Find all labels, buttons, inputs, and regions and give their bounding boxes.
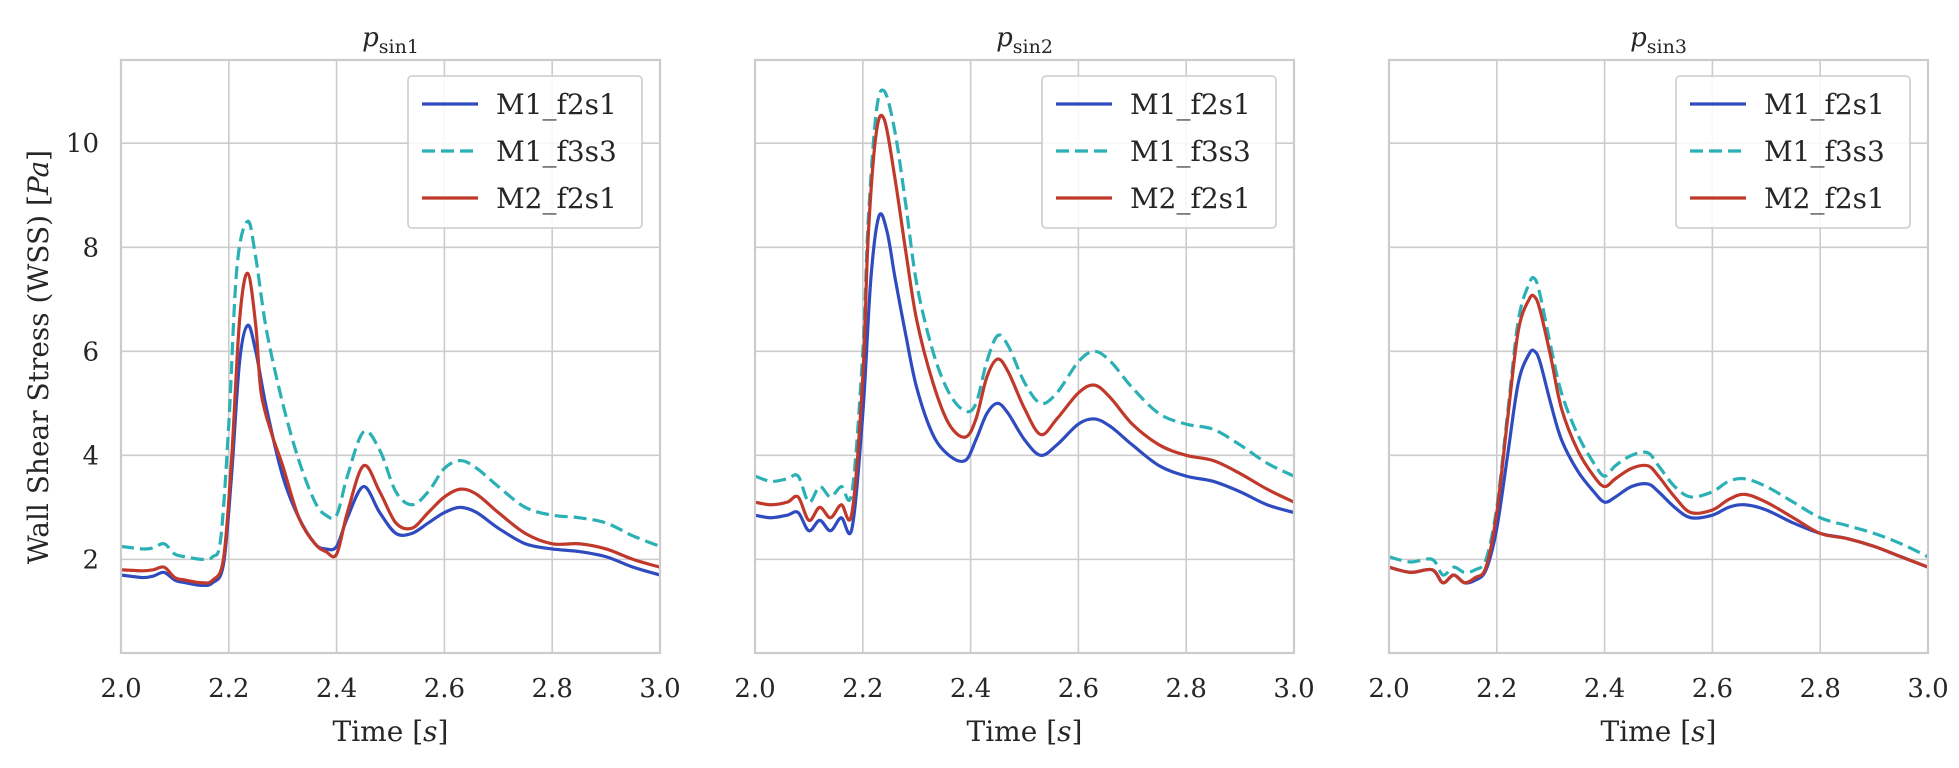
x-tick-label: 3.0 <box>639 674 680 704</box>
x-tick-label: 2.0 <box>1368 674 1409 704</box>
x-tick-label: 2.0 <box>734 674 775 704</box>
legend-label: M1_f2s1 <box>1130 88 1251 121</box>
legend: M1_f2s1 M1_f3s3 M2_f2s1 <box>1041 75 1277 229</box>
legend: M1_f2s1 M1_f3s3 M2_f2s1 <box>1675 75 1911 229</box>
x-axis-label: Time [s] <box>333 715 449 748</box>
x-tick-label: 2.2 <box>208 674 249 704</box>
legend-label: M1_f3s3 <box>496 135 617 168</box>
y-tick-label: 10 <box>66 129 99 159</box>
legend-box <box>1675 75 1911 229</box>
series-group <box>755 88 1294 536</box>
y-tick-label: 4 <box>82 441 99 471</box>
legend-label: M1_f3s3 <box>1130 135 1251 168</box>
x-tick-label: 2.4 <box>950 674 991 704</box>
x-tick-label: 3.0 <box>1907 674 1948 704</box>
legend-box <box>1041 75 1277 229</box>
subplot-1: 2.0 2.2 2.4 2.6 2.8 3.0 2 4 6 8 10 Time [s] psin1 M1_… <box>66 23 681 748</box>
x-tick-label: 2.0 <box>100 674 141 704</box>
series-line-m1-f3s3 <box>121 219 660 562</box>
series-line-m1-f3s3 <box>1389 275 1928 577</box>
x-tick-label: 3.0 <box>1273 674 1314 704</box>
series-group <box>1389 275 1928 585</box>
x-tick-label: 2.6 <box>1692 674 1733 704</box>
series-line-m1-f3s3 <box>755 88 1294 504</box>
x-tick-label: 2.8 <box>532 674 573 704</box>
legend: M1_f2s1 M1_f3s3 M2_f2s1 <box>407 75 643 229</box>
x-tick-label: 2.6 <box>1058 674 1099 704</box>
x-tick-label: 2.2 <box>842 674 883 704</box>
subplot-title: psin2 <box>996 23 1053 58</box>
x-tick-label: 2.4 <box>1584 674 1625 704</box>
plot-frame <box>119 58 662 655</box>
y-tick-label: 8 <box>82 233 99 263</box>
x-axis-label: Time [s] <box>1601 715 1717 748</box>
legend-label: M2_f2s1 <box>496 182 617 215</box>
subplot-title: psin3 <box>1630 23 1687 58</box>
legend-label: M1_f2s1 <box>496 88 617 121</box>
series-line-m1-f2s1 <box>755 212 1294 536</box>
plot-frame <box>1387 58 1930 655</box>
legend-label: M1_f2s1 <box>1764 88 1885 121</box>
series-line-m1-f2s1 <box>1389 348 1928 585</box>
x-axis-label: Time [s] <box>967 715 1083 748</box>
series-line-m2-f2s1 <box>121 271 660 585</box>
y-axis-label: Wall Shear Stress (WSS) [Pa] <box>22 150 55 564</box>
series-line-m2-f2s1 <box>755 113 1294 522</box>
legend-label: M1_f3s3 <box>1764 135 1885 168</box>
series-group <box>121 219 660 588</box>
x-tick-label: 2.8 <box>1800 674 1841 704</box>
x-tick-label: 2.6 <box>424 674 465 704</box>
plot-frame <box>753 58 1296 655</box>
x-tick-label: 2.2 <box>1476 674 1517 704</box>
legend-label: M2_f2s1 <box>1764 182 1885 215</box>
subplot-panels: 2.0 2.2 2.4 2.6 2.8 3.0 2 4 6 8 10 Time [s] psin1 M1_… <box>66 23 1949 748</box>
legend-box <box>407 75 643 229</box>
svg-text:Wall Shear Stress (WSS) [Pa]: Wall Shear Stress (WSS) [Pa] <box>22 150 55 564</box>
y-tick-label: 2 <box>82 545 99 575</box>
series-line-m2-f2s1 <box>1389 293 1928 585</box>
legend-label: M2_f2s1 <box>1130 182 1251 215</box>
subplot-title: psin1 <box>362 23 419 58</box>
x-tick-label: 2.4 <box>316 674 357 704</box>
y-tick-label: 6 <box>82 337 99 367</box>
x-tick-label: 2.8 <box>1166 674 1207 704</box>
